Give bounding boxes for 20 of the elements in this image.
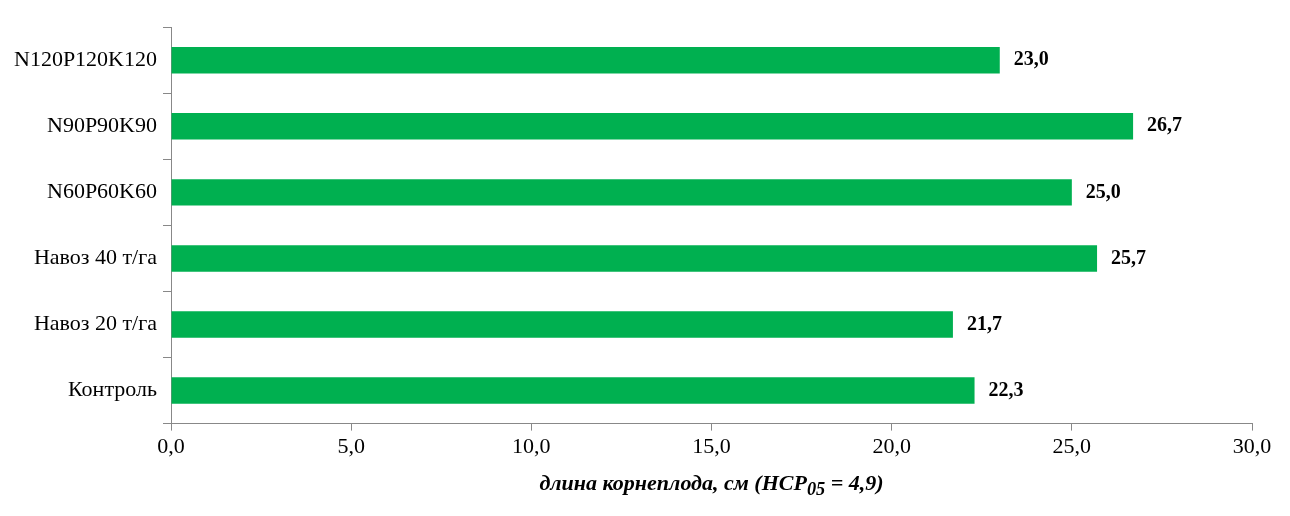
x-tick-label: 5,0 [337, 432, 365, 458]
x-tick-label: 25,0 [1052, 432, 1092, 458]
x-tick-label: 10,0 [512, 432, 551, 458]
y-tick-label: N90P90K90 [47, 112, 158, 138]
y-tick-label: Контроль [68, 376, 158, 402]
x-tick-label: 20,0 [872, 432, 911, 458]
y-tick-label: N120P120K120 [14, 46, 158, 72]
data-label: 25,7 [1111, 245, 1147, 268]
data-label: 26,7 [1147, 113, 1183, 136]
data-label: 23,0 [1013, 47, 1049, 70]
x-tick-label: 15,0 [692, 432, 731, 458]
data-label: 22,3 [988, 377, 1024, 400]
y-tick-label: Навоз 40 т/га [33, 244, 158, 270]
x-tick-label: 30,0 [1232, 432, 1272, 458]
y-tick-label: Навоз 20 т/га [33, 310, 158, 336]
x-tick-label: 0,0 [157, 432, 185, 458]
y-tick-label: N60P60K60 [47, 178, 158, 204]
x-axis-title: длина корнеплода, см (НСР$_{05}$ = 4,9) [539, 470, 884, 501]
data-label: 21,7 [966, 311, 1002, 334]
data-label: 25,0 [1085, 179, 1121, 202]
